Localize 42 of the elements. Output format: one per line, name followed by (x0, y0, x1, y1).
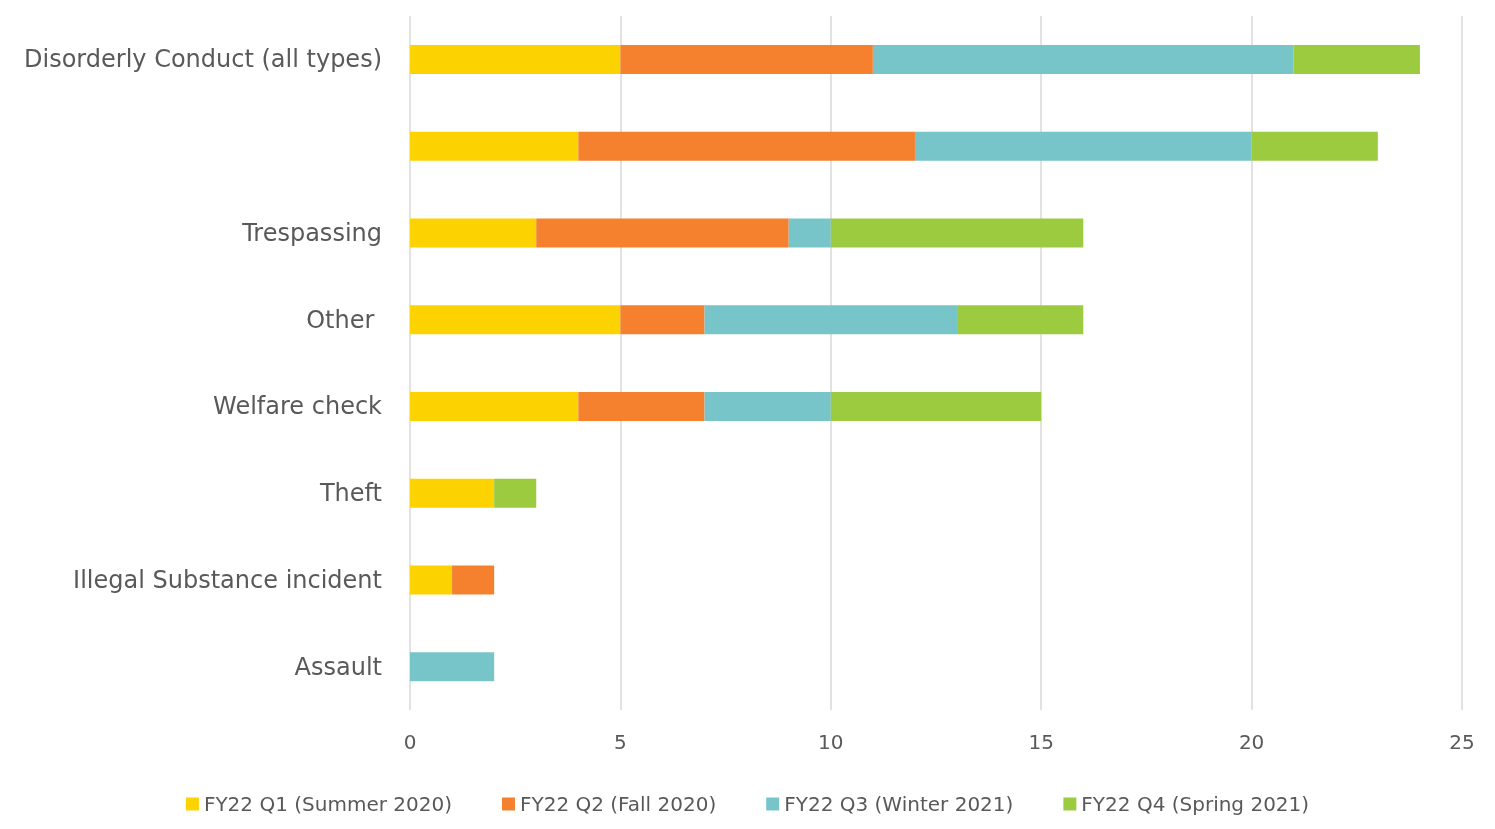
y-tick-label: Disorderly Conduct (all types) (24, 45, 382, 74)
x-tick-label: 10 (818, 730, 844, 754)
bar (788, 218, 831, 248)
legend-label: FY22 Q2 (Fall 2020) (519, 792, 717, 816)
bar (410, 131, 579, 161)
bar (957, 305, 1084, 335)
bar (494, 478, 537, 508)
bar (410, 218, 537, 248)
x-tick-label: 0 (403, 730, 417, 754)
bar (1251, 131, 1378, 161)
x-tick-label: 5 (614, 730, 627, 754)
bar (578, 391, 705, 421)
bar (536, 218, 789, 248)
legend-label: FY22 Q3 (Winter 2021) (784, 792, 1014, 816)
x-tick-label: 25 (1449, 730, 1475, 754)
y-tick-label: Illegal Substance incident (73, 565, 382, 594)
bar (452, 565, 495, 595)
bar (410, 44, 621, 74)
bar (704, 305, 958, 335)
legend-label: FY22 Q4 (Spring 2021) (1081, 792, 1310, 816)
bar (578, 131, 915, 161)
y-tick-label: Welfare check (213, 392, 383, 421)
bar (410, 652, 495, 682)
bar (830, 218, 1084, 248)
x-tick-label: 20 (1238, 730, 1265, 754)
bar (914, 131, 1252, 161)
y-tick-label: Other (306, 305, 382, 334)
bar (830, 391, 1042, 421)
bar (620, 44, 873, 74)
bar (410, 305, 621, 335)
bar (872, 44, 1294, 74)
legend-label: FY22 Q1 (Summer 2020) (203, 792, 452, 816)
bar (620, 305, 705, 335)
bar (410, 565, 453, 595)
y-tick-label: Assault (294, 652, 382, 681)
y-tick-label: Theft (318, 479, 382, 508)
y-tick-label: Trespassing (241, 218, 382, 247)
bar (1293, 44, 1420, 74)
x-tick-label: 15 (1028, 730, 1054, 754)
bar (410, 391, 579, 421)
bar (704, 391, 831, 421)
bar (410, 478, 495, 508)
